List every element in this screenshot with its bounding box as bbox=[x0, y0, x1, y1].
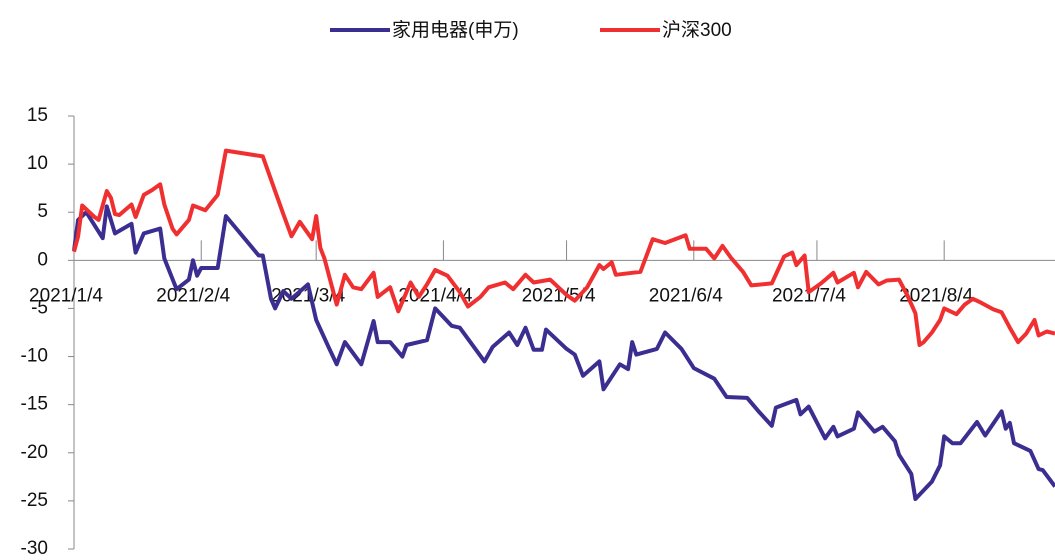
x-tick-label: 2021/1/4 bbox=[29, 285, 103, 306]
y-tick-label: -15 bbox=[21, 394, 48, 415]
y-tick-label: -20 bbox=[21, 442, 48, 463]
x-tick-label: 2021/2/4 bbox=[156, 285, 230, 306]
y-tick-label: -30 bbox=[21, 538, 48, 559]
legend-label: 沪深300 bbox=[662, 19, 732, 41]
y-tick-label: 15 bbox=[27, 105, 48, 126]
x-tick-label: 2021/8/4 bbox=[899, 285, 973, 306]
y-tick-label: -10 bbox=[21, 346, 48, 367]
y-tick-label: -25 bbox=[21, 490, 48, 511]
y-tick-label: 10 bbox=[27, 153, 48, 174]
legend-label: 家用电器(申万) bbox=[392, 19, 519, 41]
x-tick-label: 2021/5/4 bbox=[522, 285, 596, 306]
series-line bbox=[72, 204, 1055, 501]
y-tick-label: 0 bbox=[37, 249, 48, 270]
x-tick-label: 2021/7/4 bbox=[772, 285, 846, 306]
x-tick-label: 2021/6/4 bbox=[649, 285, 723, 306]
y-tick-label: -5 bbox=[31, 297, 48, 318]
x-tick-label: 2021/3/4 bbox=[271, 285, 345, 306]
series-line bbox=[72, 148, 1055, 347]
y-tick-label: 5 bbox=[37, 201, 48, 222]
